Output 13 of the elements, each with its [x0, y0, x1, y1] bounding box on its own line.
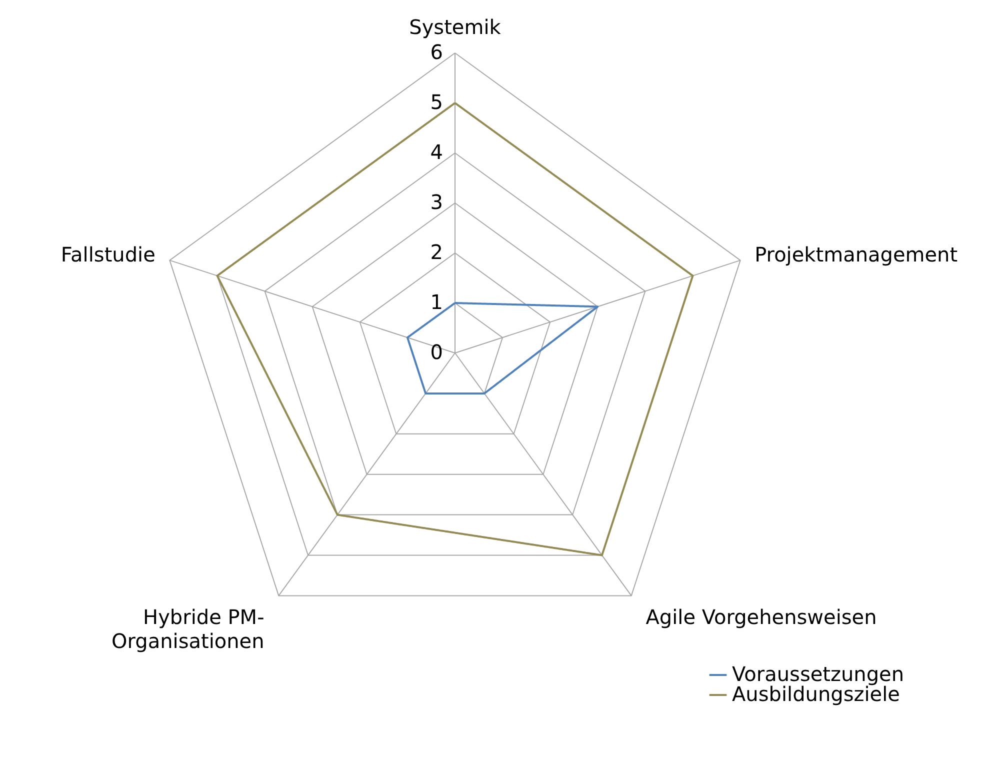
spoke-label: Fallstudie	[60, 242, 156, 267]
spoke-label: Hybride PM-Organisationen	[112, 604, 264, 653]
y-tick-label: 0	[430, 340, 443, 364]
y-tick-label: 1	[430, 290, 443, 314]
y-tick-label: 2	[430, 240, 443, 264]
spoke-label: Agile Vorgehensweisen	[646, 604, 877, 629]
y-tick-label: 5	[430, 90, 443, 114]
y-tick-label: 6	[430, 40, 443, 64]
spoke-label: Systemik	[409, 15, 502, 39]
legend-label: Voraussetzungen	[732, 662, 904, 686]
y-tick-label: 3	[430, 190, 443, 214]
spoke-label: Projektmanagement	[754, 242, 958, 267]
y-tick-label: 4	[430, 140, 443, 164]
